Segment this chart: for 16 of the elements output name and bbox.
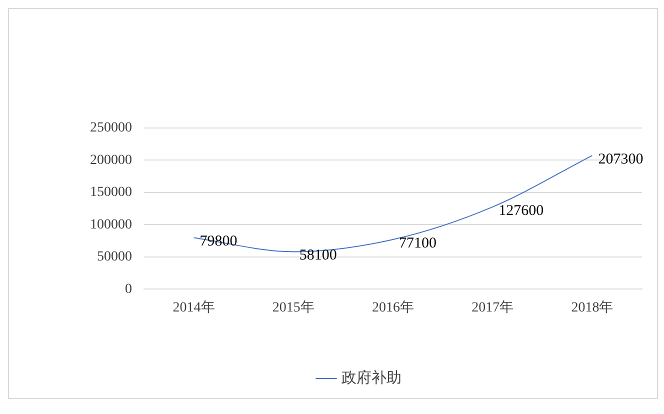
- y-tick-label: 0: [125, 282, 132, 297]
- y-tick-label: 100000: [90, 217, 132, 232]
- x-tick-label: 2014年: [172, 299, 215, 316]
- y-tick-label: 250000: [90, 120, 132, 136]
- data-label: 77100: [399, 235, 436, 252]
- data-label: 127600: [498, 202, 544, 219]
- x-tick-label: 2018年: [571, 299, 614, 316]
- y-tick-label: 200000: [90, 152, 132, 168]
- legend-label: 政府补助: [341, 369, 402, 386]
- y-tick-label: 150000: [90, 185, 132, 200]
- x-tick-label: 2015年: [272, 299, 314, 316]
- data-label: 207300: [598, 151, 644, 168]
- y-tick-label: 50000: [97, 250, 132, 265]
- x-tick-label: 2016年: [372, 299, 414, 316]
- data-label: 58100: [299, 248, 337, 264]
- x-tick-label: 2017年: [472, 299, 514, 316]
